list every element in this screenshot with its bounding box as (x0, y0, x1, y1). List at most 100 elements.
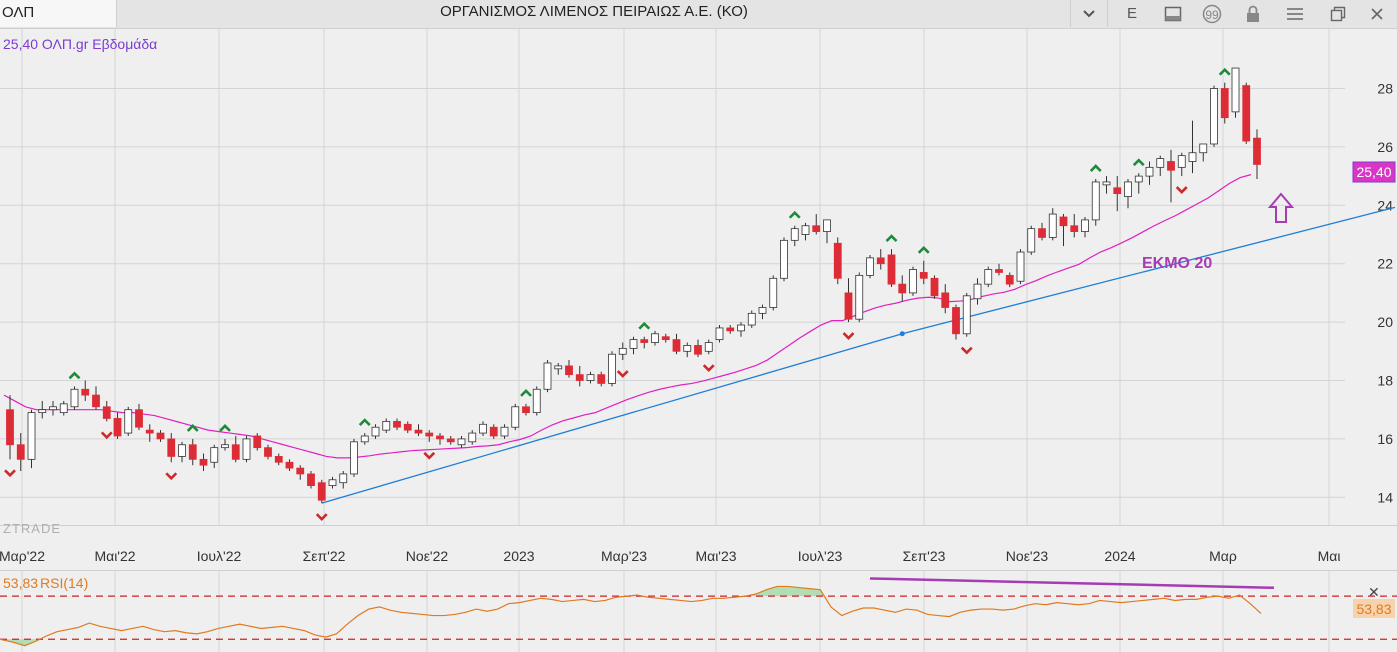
quote-icon[interactable]: 99 (1194, 0, 1230, 27)
candle (124, 406, 133, 436)
candle (59, 400, 68, 416)
sell-signal-icon (4, 469, 16, 478)
x-tick-label: Μαρ'22 (0, 548, 45, 564)
menu-icon[interactable] (1277, 0, 1313, 27)
x-tick-label: Νοε'22 (406, 548, 449, 564)
candle (640, 336, 649, 349)
candle (866, 254, 874, 279)
buy-signal-icon (638, 321, 651, 330)
candle (554, 362, 563, 375)
candle (339, 471, 348, 489)
close-icon[interactable] (1359, 0, 1395, 27)
window-titlebar: ΟΛΠ ΟΡΓΑΝΙΣΜΟΣ ΛΙΜΕΝΟΣ ΠΕΙΡΑΙΩΣ Α.Ε. (ΚΟ… (0, 0, 1397, 29)
candle (27, 409, 36, 469)
ema-label: ΕΚΜΟ 20 (1142, 255, 1212, 272)
rsi-last-value: 53,83 (1356, 601, 1391, 617)
candle (1210, 85, 1218, 147)
rsi-oversold-fill (0, 639, 40, 646)
candle (769, 275, 778, 311)
price-chart: Μαρ'22 Μαι'22 Ιουλ'22 Σεπ'22 Νοε'22 2023 Μαρ'2… (0, 29, 1397, 570)
buy-signal-icon (68, 371, 81, 380)
candle (489, 424, 498, 439)
candle (898, 275, 907, 302)
candle (608, 351, 616, 387)
candle (1199, 143, 1208, 162)
close-rsi-icon[interactable]: ✕ (1368, 584, 1380, 600)
candle (1027, 225, 1036, 255)
candle (1070, 214, 1079, 238)
candle (855, 272, 864, 323)
candle (188, 438, 197, 466)
candle (1091, 179, 1100, 226)
buy-signal-icon (1218, 67, 1231, 76)
candle (135, 403, 143, 431)
buy-signal-icon (1089, 164, 1102, 172)
candle (1177, 152, 1186, 177)
candle (38, 400, 47, 419)
x-tick-label: Νοε'23 (1006, 548, 1049, 564)
candle (70, 386, 79, 410)
window-icon[interactable] (1155, 0, 1191, 27)
candle (1005, 272, 1014, 288)
candle (747, 310, 756, 328)
candle (919, 260, 928, 285)
candle (274, 453, 283, 466)
candle (1188, 120, 1197, 174)
candle (350, 438, 358, 477)
buy-signal-icon (1132, 158, 1145, 167)
sell-signal-icon (702, 364, 715, 373)
candle (1113, 176, 1122, 212)
candle (995, 263, 1003, 276)
candle (328, 476, 337, 489)
candle (1156, 155, 1165, 177)
candle (1016, 249, 1025, 285)
candle (984, 266, 993, 288)
e-label: E (1126, 5, 1137, 22)
svg-text:99: 99 (1205, 8, 1219, 22)
x-tick-label: Μαι'23 (695, 548, 736, 564)
candle (307, 471, 315, 489)
y-tick-label: 20 (1377, 314, 1393, 330)
candle (672, 333, 681, 355)
candle (511, 403, 520, 431)
candle (737, 322, 745, 337)
x-tick-label: 2024 (1104, 548, 1135, 564)
candle (6, 395, 14, 460)
buy-signal-icon (219, 424, 231, 432)
candle (694, 339, 702, 358)
e-icon[interactable]: E (1114, 0, 1150, 27)
candle (382, 418, 391, 434)
candle (887, 249, 896, 288)
symbol-box[interactable]: ΟΛΠ (0, 0, 117, 27)
candle (833, 237, 842, 285)
rsi-grid (21, 571, 1330, 652)
restore-icon[interactable] (1320, 0, 1356, 27)
candle (1242, 82, 1251, 144)
candle (242, 435, 251, 463)
x-axis-ticks: Μαρ'22 Μαι'22 Ιουλ'22 Σεπ'22 Νοε'22 2023 Μαρ'2… (0, 548, 1340, 564)
y-tick-label: 16 (1377, 431, 1393, 447)
candle (1145, 161, 1154, 185)
x-tick-label: Σεπ'23 (903, 548, 946, 564)
candle (683, 342, 692, 358)
candle (49, 400, 57, 416)
candle (264, 444, 272, 460)
candle (500, 424, 509, 439)
symbol-label: ΟΛΠ (2, 4, 35, 21)
buy-signal-icon (186, 424, 199, 432)
candle (145, 424, 154, 442)
candle (586, 371, 595, 384)
lock-icon[interactable] (1235, 0, 1271, 27)
candle (285, 459, 294, 472)
candle (597, 371, 606, 387)
candle (167, 433, 176, 463)
candle (210, 444, 219, 469)
candle (823, 219, 831, 244)
chevron-down-icon[interactable] (1070, 0, 1108, 27)
candle (758, 304, 767, 320)
candle (1124, 179, 1132, 209)
candle (651, 330, 659, 346)
buy-signal-icon (885, 234, 898, 243)
candle (156, 430, 165, 442)
